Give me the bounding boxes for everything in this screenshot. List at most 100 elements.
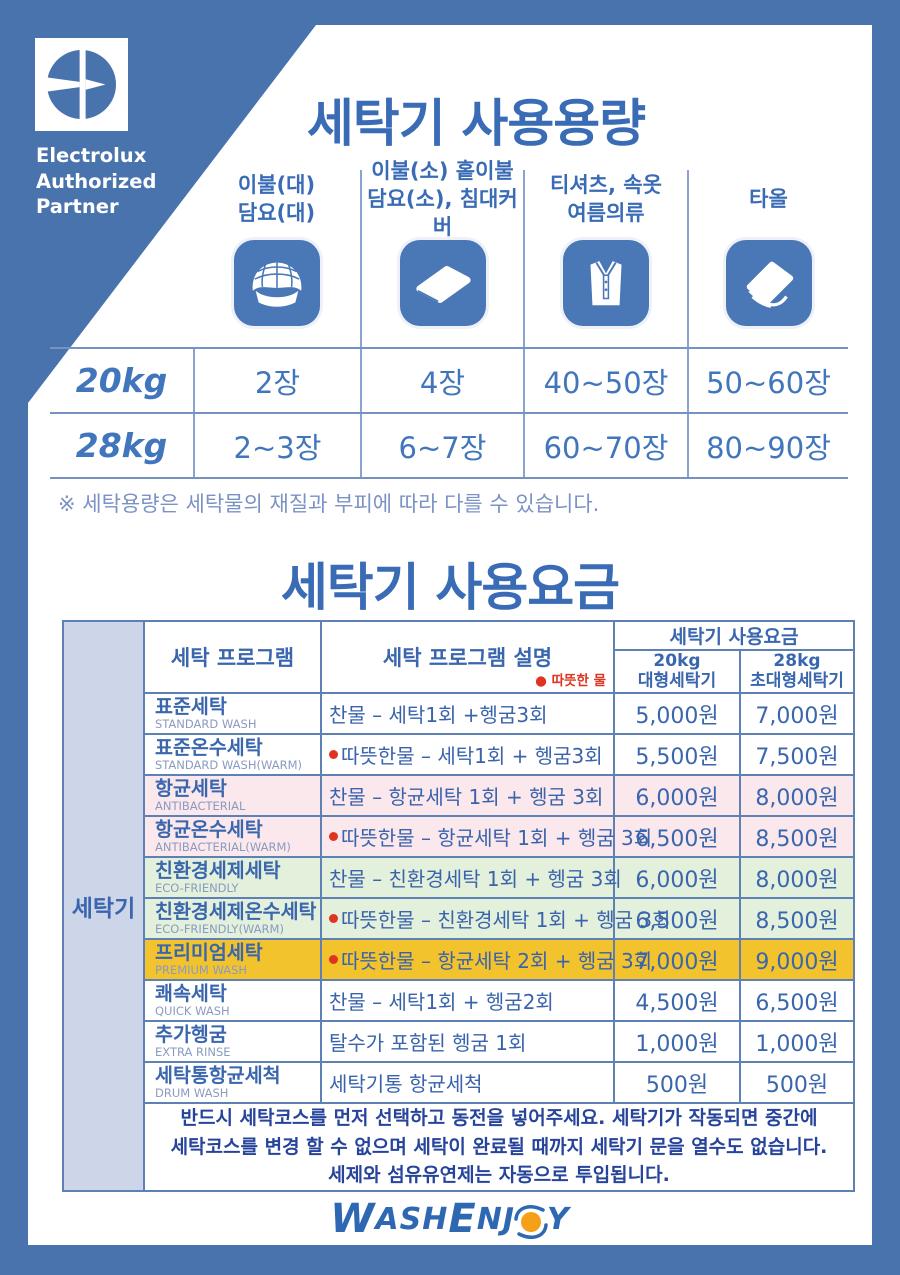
price-28kg: 1,000원	[755, 1031, 839, 1057]
capacity-value: 40~50장	[523, 349, 687, 412]
notice-line: 세제와 섬유유연제는 자동으로 투입됩니다.	[328, 1164, 670, 1187]
brand-text: Electrolux Authorized Partner	[36, 143, 156, 220]
warm-water-legend: ● 따뜻한 물	[535, 673, 606, 689]
capacity-column-towel: 타올	[687, 170, 848, 347]
header-28kg-column: 28kg 초대형세탁기	[750, 650, 844, 691]
price-28kg: 6,500원	[755, 990, 839, 1016]
capacity-value: 60~70장	[523, 414, 687, 477]
price-28kg: 8,000원	[755, 867, 839, 893]
program-description: 세탁기통 항균세척	[329, 1072, 483, 1096]
program-description: 따뜻한물 – 친환경세탁 1회 + 헹굼 3회	[341, 908, 671, 932]
shirt-icon	[590, 260, 622, 306]
program-description: 찬물 – 항균세탁 1회 + 헹굼 3회	[329, 785, 604, 809]
warm-water-dot	[329, 832, 338, 841]
warm-water-dot	[329, 914, 338, 923]
price-20kg: 7,000원	[615, 940, 741, 979]
price-20kg: 5,500원	[615, 735, 741, 774]
capacity-title: 세탁기 사용용량	[306, 95, 646, 154]
capacity-note: ※ 세탁용량은 세탁물의 재질과 부피에 따라 다를 수 있습니다.	[58, 492, 600, 516]
program-subtitle: EXTRA RINSE	[155, 1044, 231, 1059]
header-fee-group-title: 세탁기 사용요금	[615, 622, 853, 651]
program-description: 따뜻한물 – 항균세탁 1회 + 헹굼 3회	[341, 826, 653, 850]
program-name: 세탁통항균세척	[155, 1064, 281, 1087]
notice-line: 반드시 세탁코스를 먼저 선택하고 동전을 넣어주세요. 세탁기가 작동되면 중…	[180, 1107, 818, 1130]
capacity-value: 6~7장	[360, 414, 523, 477]
fee-row-standard-wash-warm: 표준온수세탁 STANDARD WASH(WARM) 따뜻한물 – 세탁1회 +…	[145, 735, 853, 776]
brand-line: Electrolux	[36, 144, 147, 167]
program-subtitle: ECO-FRIENDLY(WARM)	[155, 921, 284, 936]
program-description: 따뜻한물 – 세탁1회 + 헹굼3회	[341, 744, 603, 768]
price-20kg: 6,500원	[615, 817, 741, 856]
program-subtitle: ANTIBACTERIAL(WARM)	[155, 839, 291, 854]
fee-row-antibacterial: 항균세탁 ANTIBACTERIAL 찬물 – 항균세탁 1회 + 헹굼 3회 …	[145, 776, 853, 817]
capacity-column-blanket: 이불(소) 홑이불 담요(소), 침대커버	[360, 159, 523, 347]
fee-row-extra-rinse: 추가헹굼 EXTRA RINSE 탈수가 포함된 헹굼 1회 1,000원 1,…	[145, 1022, 853, 1063]
brand-line: Partner	[36, 195, 119, 219]
fee-row-premium-wash: 프리미엄세탁 PREMIUM WASH 따뜻한물 – 항균세탁 2회 + 헹굼 …	[145, 940, 853, 981]
fee-row-eco-friendly-warm: 친환경세제온수세탁 ECO-FRIENDLY(WARM) 따뜻한물 – 친환경세…	[145, 899, 853, 940]
washenjoy-logo: W ASH E NJ Y	[330, 1196, 570, 1242]
warm-water-dot	[329, 955, 338, 964]
capacity-value: 50~60장	[687, 349, 848, 412]
price-20kg: 500원	[615, 1063, 741, 1102]
machine-size-label: 28kg	[75, 426, 168, 465]
program-description: 찬물 – 세탁1회 +헹굼3회	[329, 703, 548, 727]
program-subtitle: QUICK WASH	[155, 1003, 230, 1018]
program-description: 찬물 – 세탁1회 + 헹굼2회	[329, 990, 554, 1014]
price-28kg: 7,000원	[755, 703, 839, 729]
header-description: 세탁 프로그램 설명 ● 따뜻한 물	[322, 622, 615, 692]
notice-line: 세탁코스를 변경 할 수 없으며 세탁이 완료될 때까지 세탁기 문을 열수도 …	[170, 1135, 828, 1158]
price-20kg: 1,000원	[615, 1022, 741, 1061]
capacity-table: 이불(대) 담요(대)	[50, 159, 848, 479]
price-20kg: 6,000원	[615, 858, 741, 897]
price-28kg: 8,000원	[755, 785, 839, 811]
price-28kg: 8,500원	[755, 826, 839, 852]
capacity-column-duvet: 이불(대) 담요(대)	[193, 170, 360, 347]
washenjoy-o-swirl-icon	[514, 1205, 548, 1239]
program-name: 친환경세제온수세탁	[155, 900, 317, 923]
fee-table: 세탁기 세탁 프로그램 세탁 프로그램 설명 ● 따뜻한 물 세탁기 사용요금 …	[62, 620, 855, 1192]
price-28kg: 9,000원	[755, 949, 839, 975]
electrolux-symbol-icon	[44, 47, 116, 122]
capacity-table-header: 이불(대) 담요(대)	[50, 159, 848, 347]
blanket-icon	[415, 266, 471, 306]
price-20kg: 6,500원	[615, 899, 741, 938]
fee-row-drum-wash: 세탁통항균세척 DRUM WASH 세탁기통 항균세척 500원 500원	[145, 1063, 853, 1104]
program-name: 표준세탁	[155, 695, 227, 718]
fee-table-header: 세탁 프로그램 세탁 프로그램 설명 ● 따뜻한 물 세탁기 사용요금 20kg…	[145, 622, 853, 694]
capacity-value: 2장	[193, 349, 360, 412]
electrolux-logo	[35, 38, 128, 131]
usage-notice: 반드시 세탁코스를 먼저 선택하고 동전을 넣어주세요. 세탁기가 작동되면 중…	[145, 1104, 853, 1190]
program-name: 쾌속세탁	[155, 982, 227, 1005]
machine-size-label: 20kg	[75, 361, 168, 400]
brand-line: Authorized	[36, 169, 157, 193]
program-description: 탈수가 포함된 헹굼 1회	[329, 1031, 527, 1055]
fee-row-quick-wash: 쾌속세탁 QUICK WASH 찬물 – 세탁1회 + 헹굼2회 4,500원 …	[145, 981, 853, 1022]
header-fee-group: 세탁기 사용요금 20kg 대형세탁기 28kg 초대형세탁기	[615, 622, 853, 692]
price-28kg: 8,500원	[755, 908, 839, 934]
poster-content: Electrolux Authorized Partner 세탁기 사용용량 이…	[28, 25, 872, 1245]
capacity-column-shirt: 티셔츠, 속옷 여름의류	[523, 170, 687, 347]
program-subtitle: DRUM WASH	[155, 1085, 229, 1100]
program-subtitle: STANDARD WASH	[155, 716, 257, 731]
program-name: 표준온수세탁	[155, 736, 263, 759]
capacity-value: 2~3장	[193, 414, 360, 477]
program-subtitle: ECO-FRIENDLY	[155, 880, 239, 895]
fee-row-antibacterial-warm: 항균온수세탁 ANTIBACTERIAL(WARM) 따뜻한물 – 항균세탁 1…	[145, 817, 853, 858]
duvet-icon	[252, 262, 301, 307]
fee-row-standard-wash: 표준세탁 STANDARD WASH 찬물 – 세탁1회 +헹굼3회 5,000…	[145, 694, 853, 735]
warm-water-dot	[329, 750, 338, 759]
capacity-table-body: 20kg 2장 4장 40~50장 50~60장 28kg 2~3장 6~7장 …	[50, 347, 848, 479]
program-name: 친환경세제세탁	[155, 859, 281, 882]
price-20kg: 6,000원	[615, 776, 741, 815]
program-name: 프리미엄세탁	[155, 941, 263, 964]
capacity-row-20kg: 20kg 2장 4장 40~50장 50~60장	[50, 349, 848, 414]
price-28kg: 500원	[765, 1072, 829, 1098]
header-program: 세탁 프로그램	[145, 622, 322, 692]
program-subtitle: STANDARD WASH(WARM)	[155, 757, 302, 772]
program-description: 찬물 – 친환경세탁 1회 + 헹굼 3회	[329, 867, 622, 891]
header-20kg-column: 20kg 대형세탁기	[615, 651, 741, 692]
program-name: 추가헹굼	[155, 1023, 227, 1046]
towel-icon	[746, 261, 793, 308]
capacity-value: 4장	[360, 349, 523, 412]
